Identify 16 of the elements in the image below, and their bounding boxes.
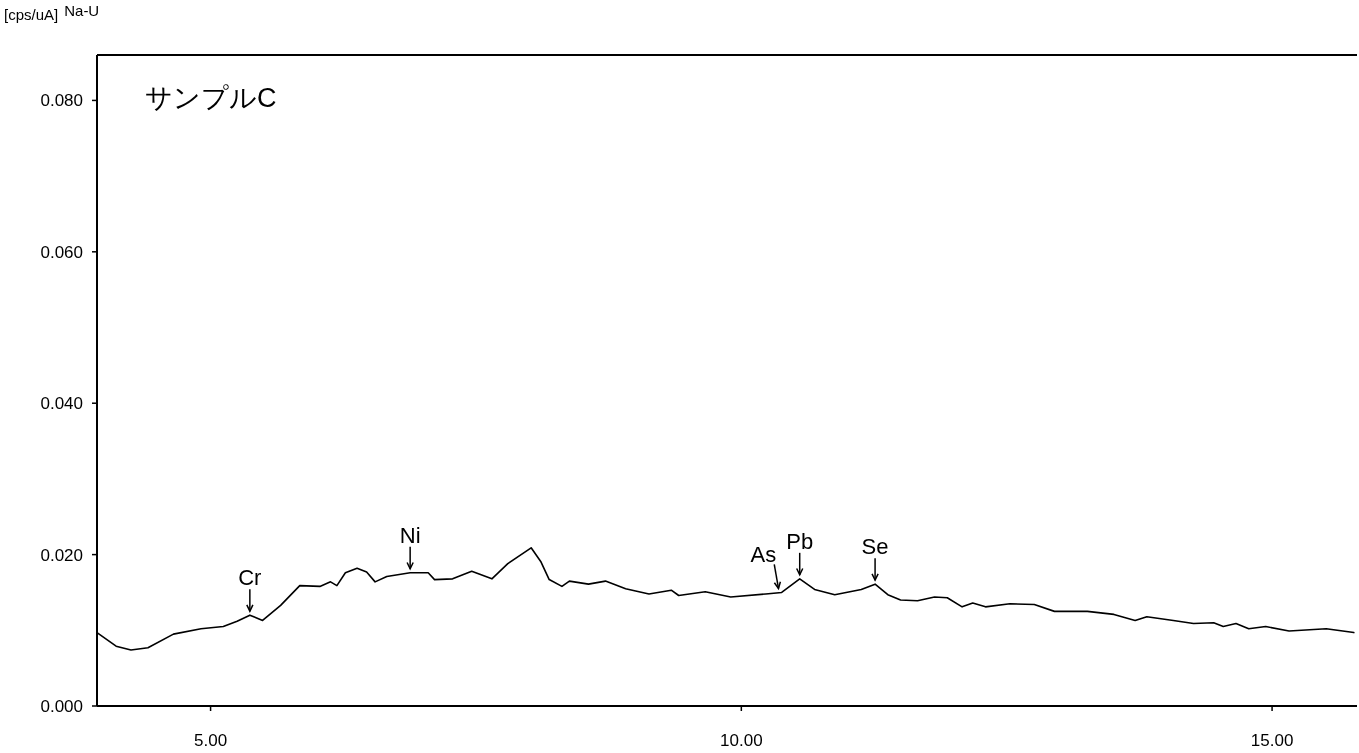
y-tick-label: 0.040 [40, 394, 83, 414]
y-tick-label: 0.020 [40, 545, 83, 565]
text: サンプルC [145, 83, 277, 113]
annotation: Pb [786, 528, 814, 554]
annotation: Cr [238, 565, 262, 591]
annotation: Se [861, 534, 889, 560]
x-tick-label: 5.00 [194, 731, 228, 750]
y-tick-label: 0.060 [40, 242, 83, 262]
x-tick-label: 10.00 [720, 731, 763, 750]
y-tick-label: 0.000 [40, 697, 83, 716]
y-axis-title: [cps/uA] [4, 6, 59, 23]
y-tick-label: 0.080 [40, 91, 83, 111]
text: Na-U [64, 2, 100, 19]
annotation: As [750, 542, 777, 568]
annotation: Ni [399, 522, 421, 548]
x-tick-label: 15.00 [1250, 731, 1294, 750]
